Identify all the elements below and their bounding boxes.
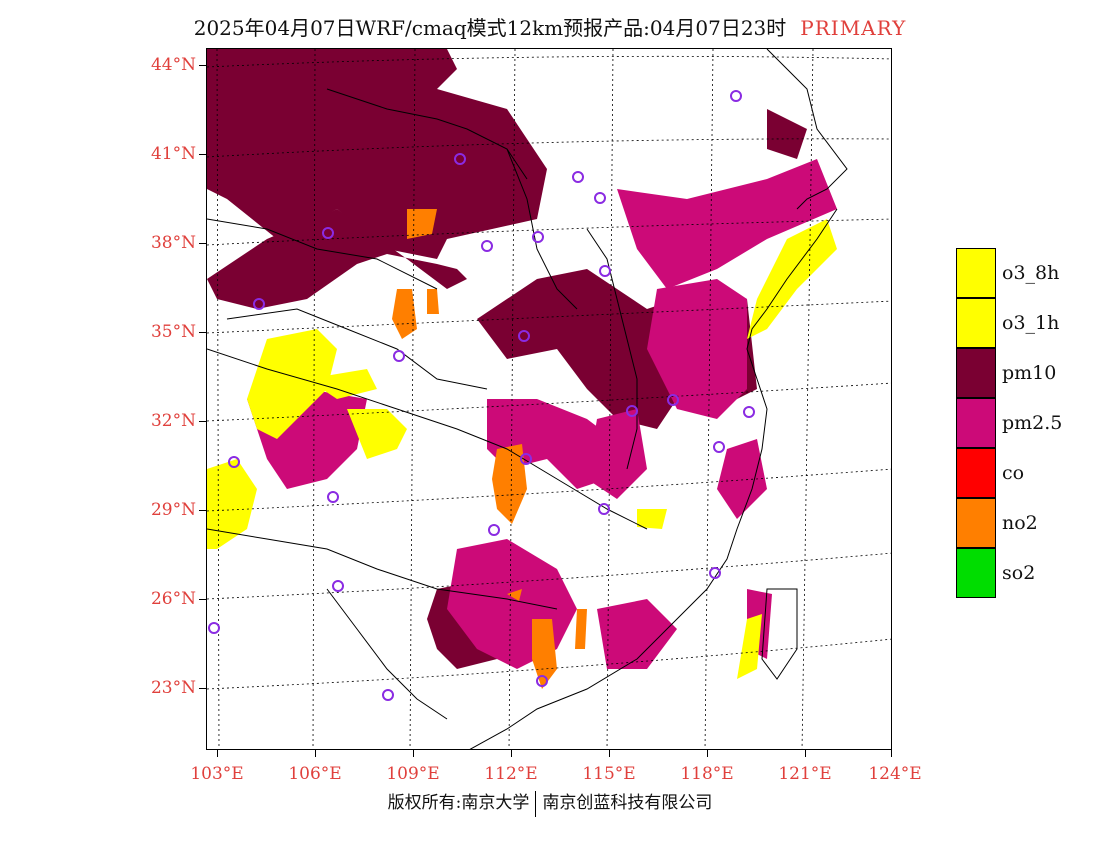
legend-swatch — [956, 548, 996, 598]
legend-label: pm2.5 — [1002, 412, 1063, 434]
map-canvas — [207, 49, 891, 749]
lat-tick — [199, 332, 206, 333]
legend-label: o3_8h — [1002, 262, 1060, 284]
copyright-left: 版权所有:南京大学 — [387, 793, 530, 813]
lon-label-109: 109°E — [386, 764, 440, 784]
lon-tick — [413, 750, 414, 757]
coastline-borders — [207, 49, 848, 749]
legend-label: co — [1002, 462, 1025, 484]
lat-label-38: 38°N — [150, 233, 196, 253]
lon-tick — [707, 750, 708, 757]
monitoring-stations — [208, 90, 755, 701]
lon-tick — [511, 750, 512, 757]
title-text: 2025年04月07日WRF/cmaq模式12km预报产品:04月07日23时 — [193, 16, 787, 40]
legend-swatch — [956, 348, 996, 398]
lat-tick — [199, 599, 206, 600]
lon-label-103: 103°E — [190, 764, 244, 784]
lat-tick — [199, 421, 206, 422]
lon-tick — [217, 750, 218, 757]
lon-tick — [315, 750, 316, 757]
lat-tick — [199, 510, 206, 511]
lat-label-26: 26°N — [150, 589, 196, 609]
no2-region — [392, 209, 587, 689]
legend-label: o3_1h — [1002, 312, 1060, 334]
lat-tick — [199, 154, 206, 155]
lon-tick — [609, 750, 610, 757]
copyright-right: 南京创蓝科技有限公司 — [542, 793, 713, 813]
footer-separator — [535, 790, 537, 817]
map-title: 2025年04月07日WRF/cmaq模式12km预报产品:04月07日23时 P… — [0, 12, 1100, 41]
lat-label-32: 32°N — [150, 411, 196, 431]
legend-label: no2 — [1002, 512, 1038, 534]
legend-label: pm10 — [1002, 362, 1057, 384]
lon-label-118: 118°E — [680, 764, 734, 784]
lat-label-29: 29°N — [150, 500, 196, 520]
pm25-region — [247, 159, 837, 669]
lat-label-44: 44°N — [150, 55, 196, 75]
lat-label-35: 35°N — [150, 322, 196, 342]
primary-tag: PRIMARY — [800, 16, 907, 40]
lat-tick — [199, 243, 206, 244]
legend-swatch — [956, 298, 996, 348]
legend-label: so2 — [1002, 562, 1036, 584]
lon-label-115: 115°E — [582, 764, 636, 784]
lat-label-23: 23°N — [150, 678, 196, 698]
forecast-map — [206, 48, 892, 750]
lon-tick — [805, 750, 806, 757]
lat-tick — [199, 65, 206, 66]
o3-region — [207, 219, 837, 679]
lon-label-124: 124°E — [868, 764, 922, 784]
lat-tick — [199, 688, 206, 689]
lon-label-112: 112°E — [484, 764, 538, 784]
lon-label-121: 121°E — [778, 764, 832, 784]
legend-swatch — [956, 498, 996, 548]
legend-swatch — [956, 248, 996, 298]
lon-label-106: 106°E — [288, 764, 342, 784]
lat-lon-grid — [207, 49, 891, 749]
lon-tick — [891, 750, 892, 757]
legend-swatch — [956, 448, 996, 498]
copyright-footer: 版权所有:南京大学 南京创蓝科技有限公司 — [0, 788, 1100, 817]
lat-label-41: 41°N — [150, 144, 196, 164]
legend-swatch — [956, 398, 996, 448]
